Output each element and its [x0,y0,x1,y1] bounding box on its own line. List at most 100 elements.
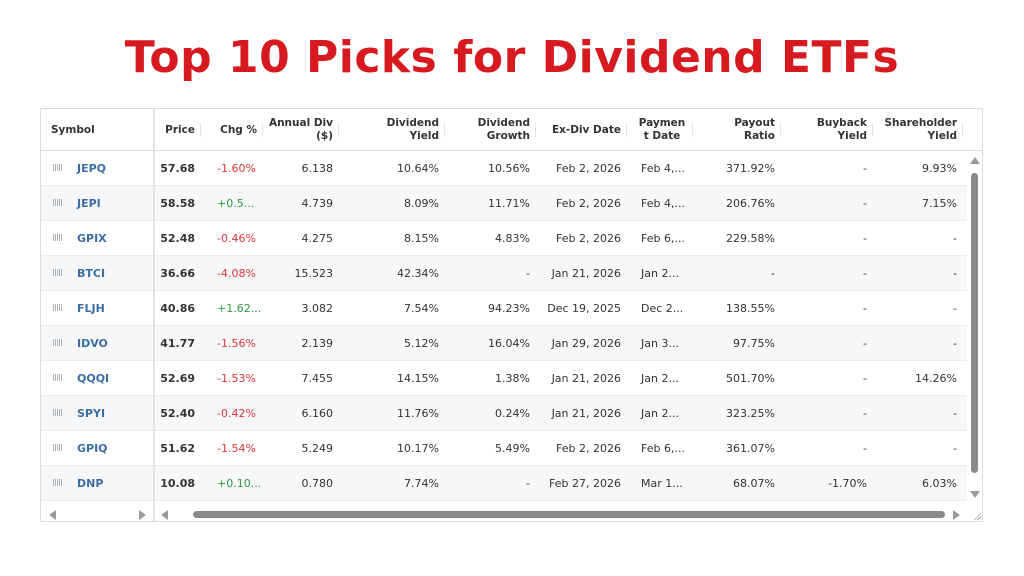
grid-header: Symbol Price Chg % Annual Div ($) Dividen… [41,109,982,151]
cell-payout: 206.76% [726,196,775,210]
scroll-up-icon[interactable] [970,157,980,164]
cell-buyback: - [863,161,867,175]
drag-grip-icon[interactable] [53,444,62,451]
cell-payout: 229.58% [726,231,775,245]
cell-growth: 16.04% [488,336,530,350]
symbol-link[interactable]: GPIQ [77,441,108,455]
cell-shareholder: - [953,231,957,245]
cell-growth: 4.83% [495,231,530,245]
symbol-link[interactable]: BTCI [77,266,106,280]
cell-buyback: - [863,336,867,350]
drag-grip-icon[interactable] [53,304,62,311]
column-header-buyback-yield[interactable]: Buyback Yield [791,109,873,151]
column-header-dividend-yield[interactable]: Dividend Yield [351,109,445,151]
cell-price: 58.58 [160,196,195,210]
horizontal-scroll-thumb[interactable] [193,511,945,518]
vertical-scroll-thumb[interactable] [971,173,978,473]
drag-grip-icon[interactable] [53,409,62,416]
cell-payout: 68.07% [733,476,775,490]
scroll-right-icon[interactable] [953,510,960,520]
column-header-price[interactable]: Price [161,109,201,151]
cell-shareholder: - [953,336,957,350]
table-row[interactable]: QQQI 52.69 -1.53% 7.455 14.15% 1.38% Jan 21, 2… [41,361,967,396]
cell-buyback: -1.70% [828,476,867,490]
vertical-scrollbar[interactable] [967,151,982,501]
column-header-chg[interactable]: Chg % [203,109,263,151]
cell-yield: 7.54% [404,301,439,315]
table-row[interactable]: GPIX 52.48 -0.46% 4.275 8.15% 4.83% Feb 2, 202… [41,221,967,256]
scroll-left-icon[interactable] [161,510,168,520]
column-header-shareholder-yield[interactable]: Shareholder Yield [881,109,963,151]
drag-grip-icon[interactable] [53,339,62,346]
cell-annual-div: 5.249 [301,441,334,455]
symbol-link[interactable]: FLJH [77,301,105,315]
symbol-link[interactable]: JEPI [77,196,101,210]
cell-paydate: Feb 4,... [641,196,685,210]
cell-paydate: Feb 6,... [641,231,685,245]
column-header-payment-date[interactable]: Paymen t Date [637,109,693,151]
cell-price: 57.68 [160,161,195,175]
symbol-link[interactable]: QQQI [77,371,110,385]
table-row[interactable]: JEPQ 57.68 -1.60% 6.138 10.64% 10.56% Feb 2, 2… [41,151,967,186]
cell-exdiv: Dec 19, 2025 [547,301,621,315]
table-row[interactable]: JEPI 58.58 +0.5... 4.739 8.09% 11.71% Feb 2, 2… [41,186,967,221]
cell-chg: +0.10... [217,476,262,490]
column-header-payout-ratio[interactable]: Payout Ratio [701,109,781,151]
drag-grip-icon[interactable] [53,479,62,486]
cell-chg: -4.08% [217,266,256,280]
horizontal-scrollbar[interactable] [41,507,982,521]
cell-exdiv: Jan 21, 2026 [551,266,621,280]
cell-exdiv: Jan 21, 2026 [551,406,621,420]
scroll-down-icon[interactable] [970,491,980,498]
cell-chg: -1.60% [217,161,256,175]
drag-grip-icon[interactable] [53,269,62,276]
cell-price: 40.86 [160,301,195,315]
cell-chg: +1.62... [217,301,262,315]
cell-annual-div: 0.780 [301,476,334,490]
cell-payout: 97.75% [733,336,775,350]
column-header-annual-div[interactable]: Annual Div ($) [263,109,339,151]
cell-yield: 8.09% [404,196,439,210]
pinned-scroll-right-icon[interactable] [139,510,146,520]
symbol-link[interactable]: JEPQ [77,161,107,175]
cell-payout: 323.25% [726,406,775,420]
cell-annual-div: 7.455 [301,371,334,385]
cell-payout: - [771,266,775,280]
column-header-symbol[interactable]: Symbol [51,123,95,136]
cell-price: 52.48 [160,231,195,245]
cell-shareholder: - [953,406,957,420]
symbol-link[interactable]: SPYI [77,406,106,420]
symbol-link[interactable]: IDVO [77,336,108,350]
column-header-dividend-growth[interactable]: Dividend Growth [446,109,536,151]
cell-price: 52.40 [160,406,195,420]
drag-grip-icon[interactable] [53,234,62,241]
symbol-link[interactable]: DNP [77,476,104,490]
cell-buyback: - [863,301,867,315]
cell-price: 36.66 [160,266,195,280]
table-row[interactable]: SPYI 52.40 -0.42% 6.160 11.76% 0.24% Jan 21, 2… [41,396,967,431]
drag-grip-icon[interactable] [53,374,62,381]
table-row[interactable]: BTCI 36.66 -4.08% 15.523 42.34% - Jan 21, 2026… [41,256,967,291]
table-row[interactable]: GPIQ 51.62 -1.54% 5.249 10.17% 5.49% Feb 2, 20… [41,431,967,466]
cell-growth: 5.49% [495,441,530,455]
cell-buyback: - [863,266,867,280]
cell-chg: -1.53% [217,371,256,385]
table-row[interactable]: FLJH 40.86 +1.62... 3.082 7.54% 94.23% Dec 19,… [41,291,967,326]
resize-grip-icon[interactable] [973,512,981,520]
column-header-ex-div-date[interactable]: Ex-Div Date [537,109,627,151]
cell-buyback: - [863,406,867,420]
pinned-scroll-left-icon[interactable] [49,510,56,520]
pinned-column-divider [153,109,155,521]
cell-shareholder: - [953,301,957,315]
symbol-link[interactable]: GPIX [77,231,107,245]
drag-grip-icon[interactable] [53,199,62,206]
drag-grip-icon[interactable] [53,164,62,171]
table-row[interactable]: DNP 10.08 +0.10... 0.780 7.74% - Feb 27, 2026 M… [41,466,967,501]
table-row[interactable]: IDVO 41.77 -1.56% 2.139 5.12% 16.04% Jan 29, 2… [41,326,967,361]
cell-exdiv: Feb 27, 2026 [549,476,621,490]
cell-paydate: Jan 2... [641,406,679,420]
cell-exdiv: Jan 21, 2026 [551,371,621,385]
cell-shareholder: 9.93% [922,161,957,175]
cell-price: 41.77 [160,336,195,350]
cell-annual-div: 4.275 [301,231,334,245]
